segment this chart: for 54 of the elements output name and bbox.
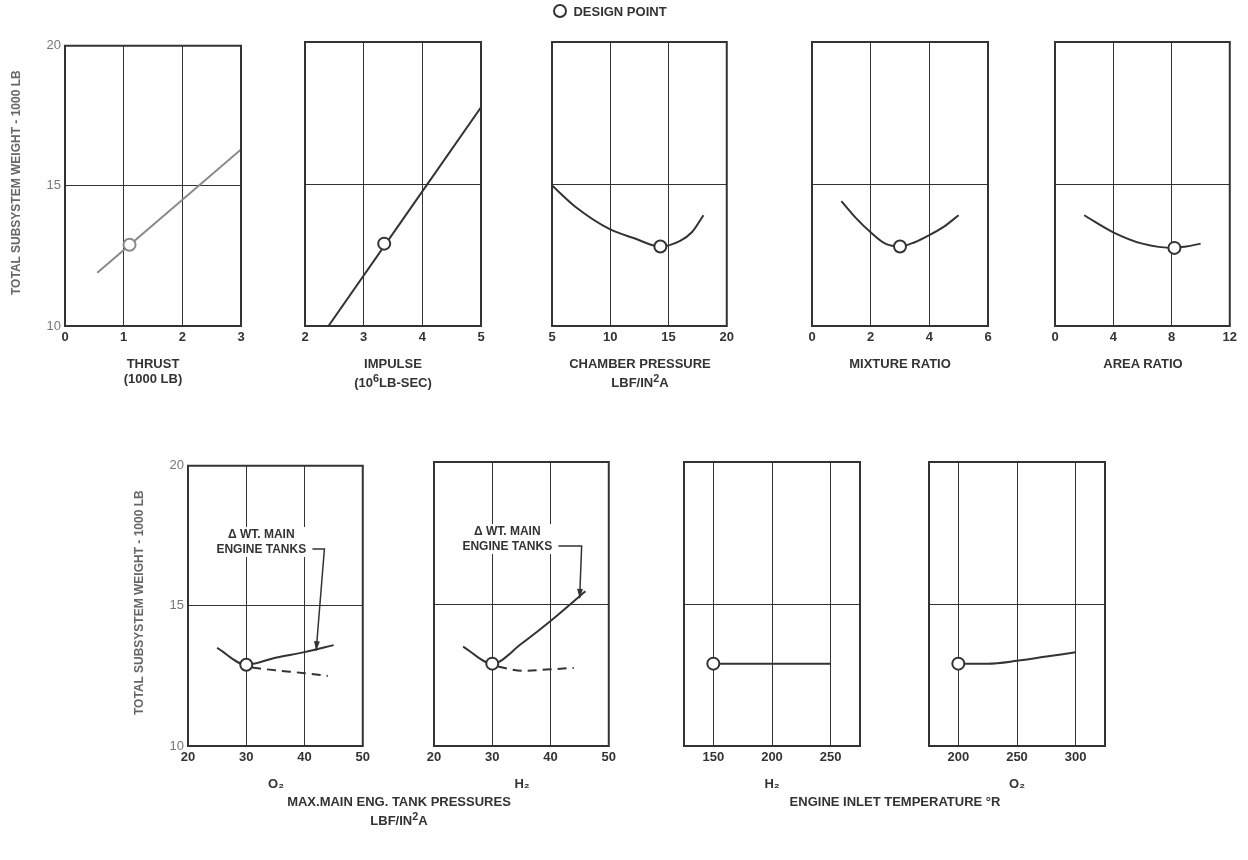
x-tick-label: 50 (355, 749, 370, 765)
x-tick-label: 5 (477, 329, 485, 345)
y-axis-title: TOTAL SUBSYSTEM WEIGHT - 1000 LB (9, 69, 23, 298)
x-tick-label: 5 (548, 329, 556, 345)
x-tick-label: 3 (237, 329, 245, 345)
x-tick-label: 30 (485, 749, 500, 765)
x-axis-title: CHAMBER PRESSURE LBF/IN$^{2}$A (568, 356, 712, 391)
x-tick-label: 200 (947, 749, 970, 765)
x-tick-label: 6 (984, 329, 992, 345)
x-tick-label: 200 (761, 749, 783, 765)
x-tick-label: 40 (297, 749, 312, 765)
x-axis-title: THRUST (1000 LB) (122, 356, 184, 386)
text: ENGINE INLET TEMPERATURE °R (788, 794, 1002, 809)
y-tick-label: 10 (46, 317, 61, 333)
x-axis-title: AREA RATIO (1102, 356, 1184, 371)
legend-label: DESIGN POINT (573, 4, 667, 19)
x-axis-title: O₂ (267, 776, 285, 791)
x-tick-label: 150 (702, 749, 725, 765)
x-axis-title: H₂ (513, 776, 531, 791)
x-tick-label: 1 (120, 329, 128, 345)
x-tick-label: 8 (1167, 329, 1176, 345)
annotation: Δ WT. MAIN ENGINE TANKS (460, 524, 555, 555)
x-tick-label: 2 (867, 329, 875, 345)
y-tick-label: 20 (46, 37, 61, 53)
x-tick-label: 30 (239, 749, 254, 765)
x-tick-label: 0 (808, 329, 816, 345)
x-tick-label: 40 (543, 749, 558, 765)
annotation: Δ WT. MAIN ENGINE TANKS (214, 527, 309, 558)
x-tick-label: 0 (61, 329, 69, 345)
x-axis-title: O₂ (1008, 776, 1026, 791)
x-tick-label: 4 (418, 329, 427, 345)
x-axis-title: MIXTURE RATIO (848, 356, 952, 371)
x-tick-label: 50 (601, 749, 616, 765)
x-tick-label: 300 (1064, 749, 1087, 765)
x-tick-label: 0 (1051, 329, 1059, 345)
x-tick-label: 10 (603, 329, 618, 345)
x-tick-label: 3 (360, 329, 368, 345)
x-tick-label: 15 (661, 329, 676, 345)
x-tick-label: 20 (719, 329, 734, 345)
x-tick-label: 250 (819, 749, 842, 765)
x-tick-label: 20 (426, 749, 442, 765)
y-axis-title: TOTAL SUBSYSTEM WEIGHT - 1000 LB (132, 489, 146, 718)
x-tick-label: 250 (1006, 749, 1028, 765)
x-tick-label: 4 (925, 329, 934, 345)
x-tick-label: 4 (1109, 329, 1118, 345)
x-axis-title: H₂ (763, 776, 781, 791)
x-axis-title: IMPULSE (10$^{6}$LB-SEC) (353, 356, 433, 391)
y-tick-label: 15 (169, 597, 184, 613)
x-tick-label: 2 (301, 329, 309, 345)
y-tick-label: 15 (46, 177, 61, 193)
x-tick-label: 12 (1222, 329, 1237, 345)
y-tick-label: 20 (169, 457, 184, 473)
text: MAX.MAIN ENG. TANK PRESSURES LBF/IN$^{2}$A (286, 794, 512, 829)
x-tick-label: 2 (178, 329, 186, 345)
